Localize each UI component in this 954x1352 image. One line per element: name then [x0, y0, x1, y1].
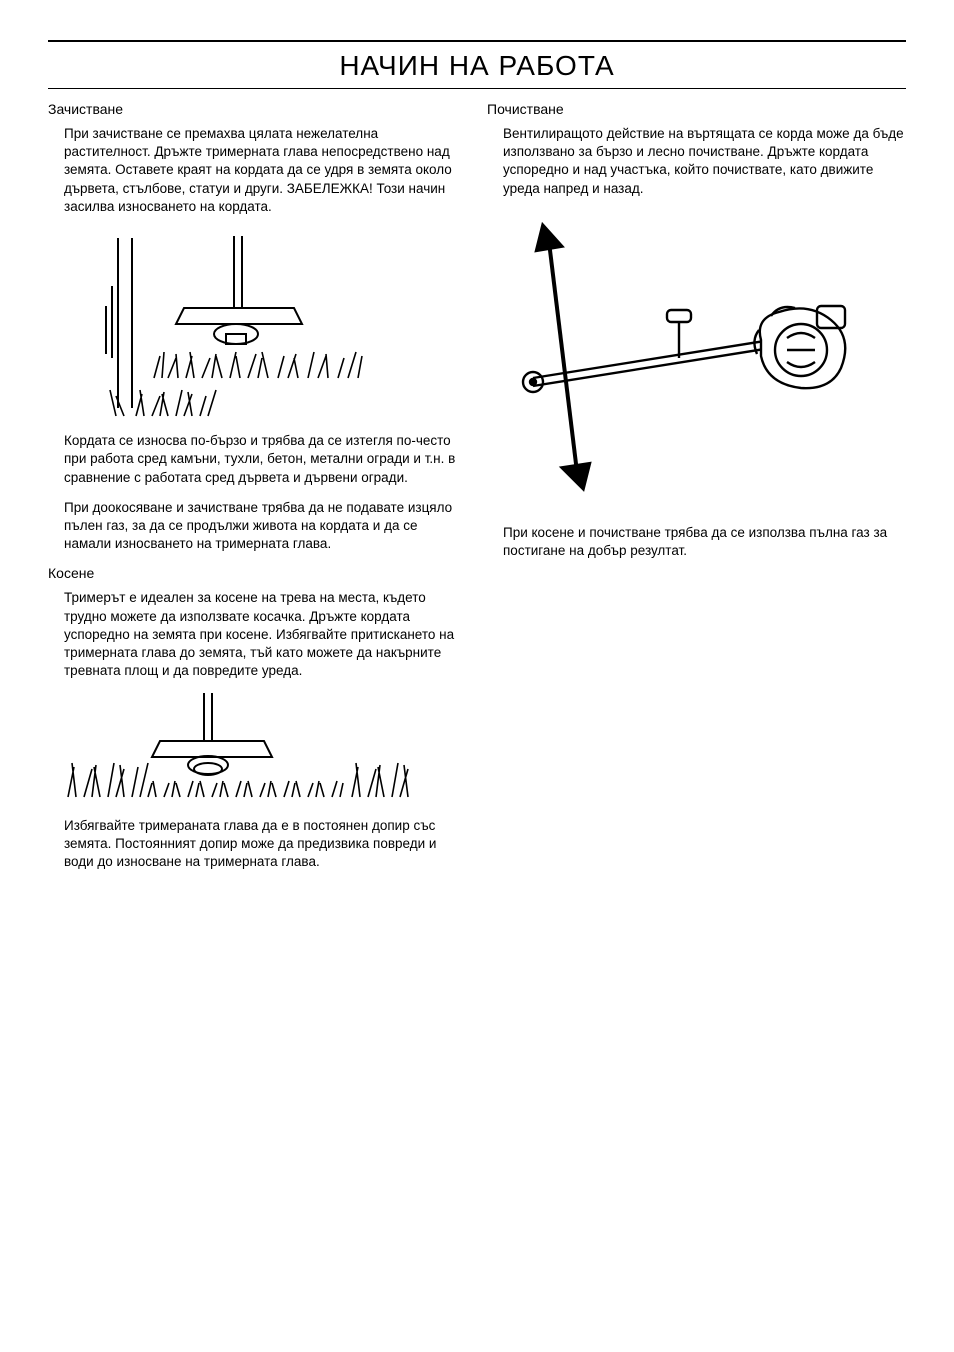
para-mowing-1: Тримерът е идеален за косене на трева на… — [64, 589, 467, 680]
para-clearing-1: При зачистване се премахва цялата нежела… — [64, 125, 467, 216]
right-column: Почистване Вентилиращото действие на вър… — [487, 101, 906, 883]
sweeping-illustration-svg — [503, 210, 863, 510]
figure-sweeping — [503, 210, 906, 510]
heading-sweeping: Почистване — [487, 101, 906, 117]
para-mowing-2: Избягвайте тримераната глава да е в пост… — [64, 817, 467, 872]
para-clearing-3: При доокосяване и зачистване трябва да н… — [64, 499, 467, 554]
left-column: Зачистване При зачистване се премахва ця… — [48, 101, 467, 883]
figure-clearing — [64, 228, 467, 418]
content-columns: Зачистване При зачистване се премахва ця… — [48, 101, 906, 883]
para-sweeping-1: Вентилиращото действие на въртящата се к… — [503, 125, 906, 198]
clearing-illustration-svg — [64, 228, 394, 418]
heading-mowing: Косене — [48, 565, 467, 581]
page-title: НАЧИН НА РАБОТА — [48, 50, 906, 89]
para-clearing-2: Кордата се износва по-бързо и трябва да … — [64, 432, 467, 487]
top-rule — [48, 40, 906, 42]
figure-mowing — [64, 693, 467, 803]
heading-clearing: Зачистване — [48, 101, 467, 117]
mowing-illustration-svg — [64, 693, 424, 803]
para-sweeping-2: При косене и почистване трябва да се изп… — [503, 524, 906, 560]
